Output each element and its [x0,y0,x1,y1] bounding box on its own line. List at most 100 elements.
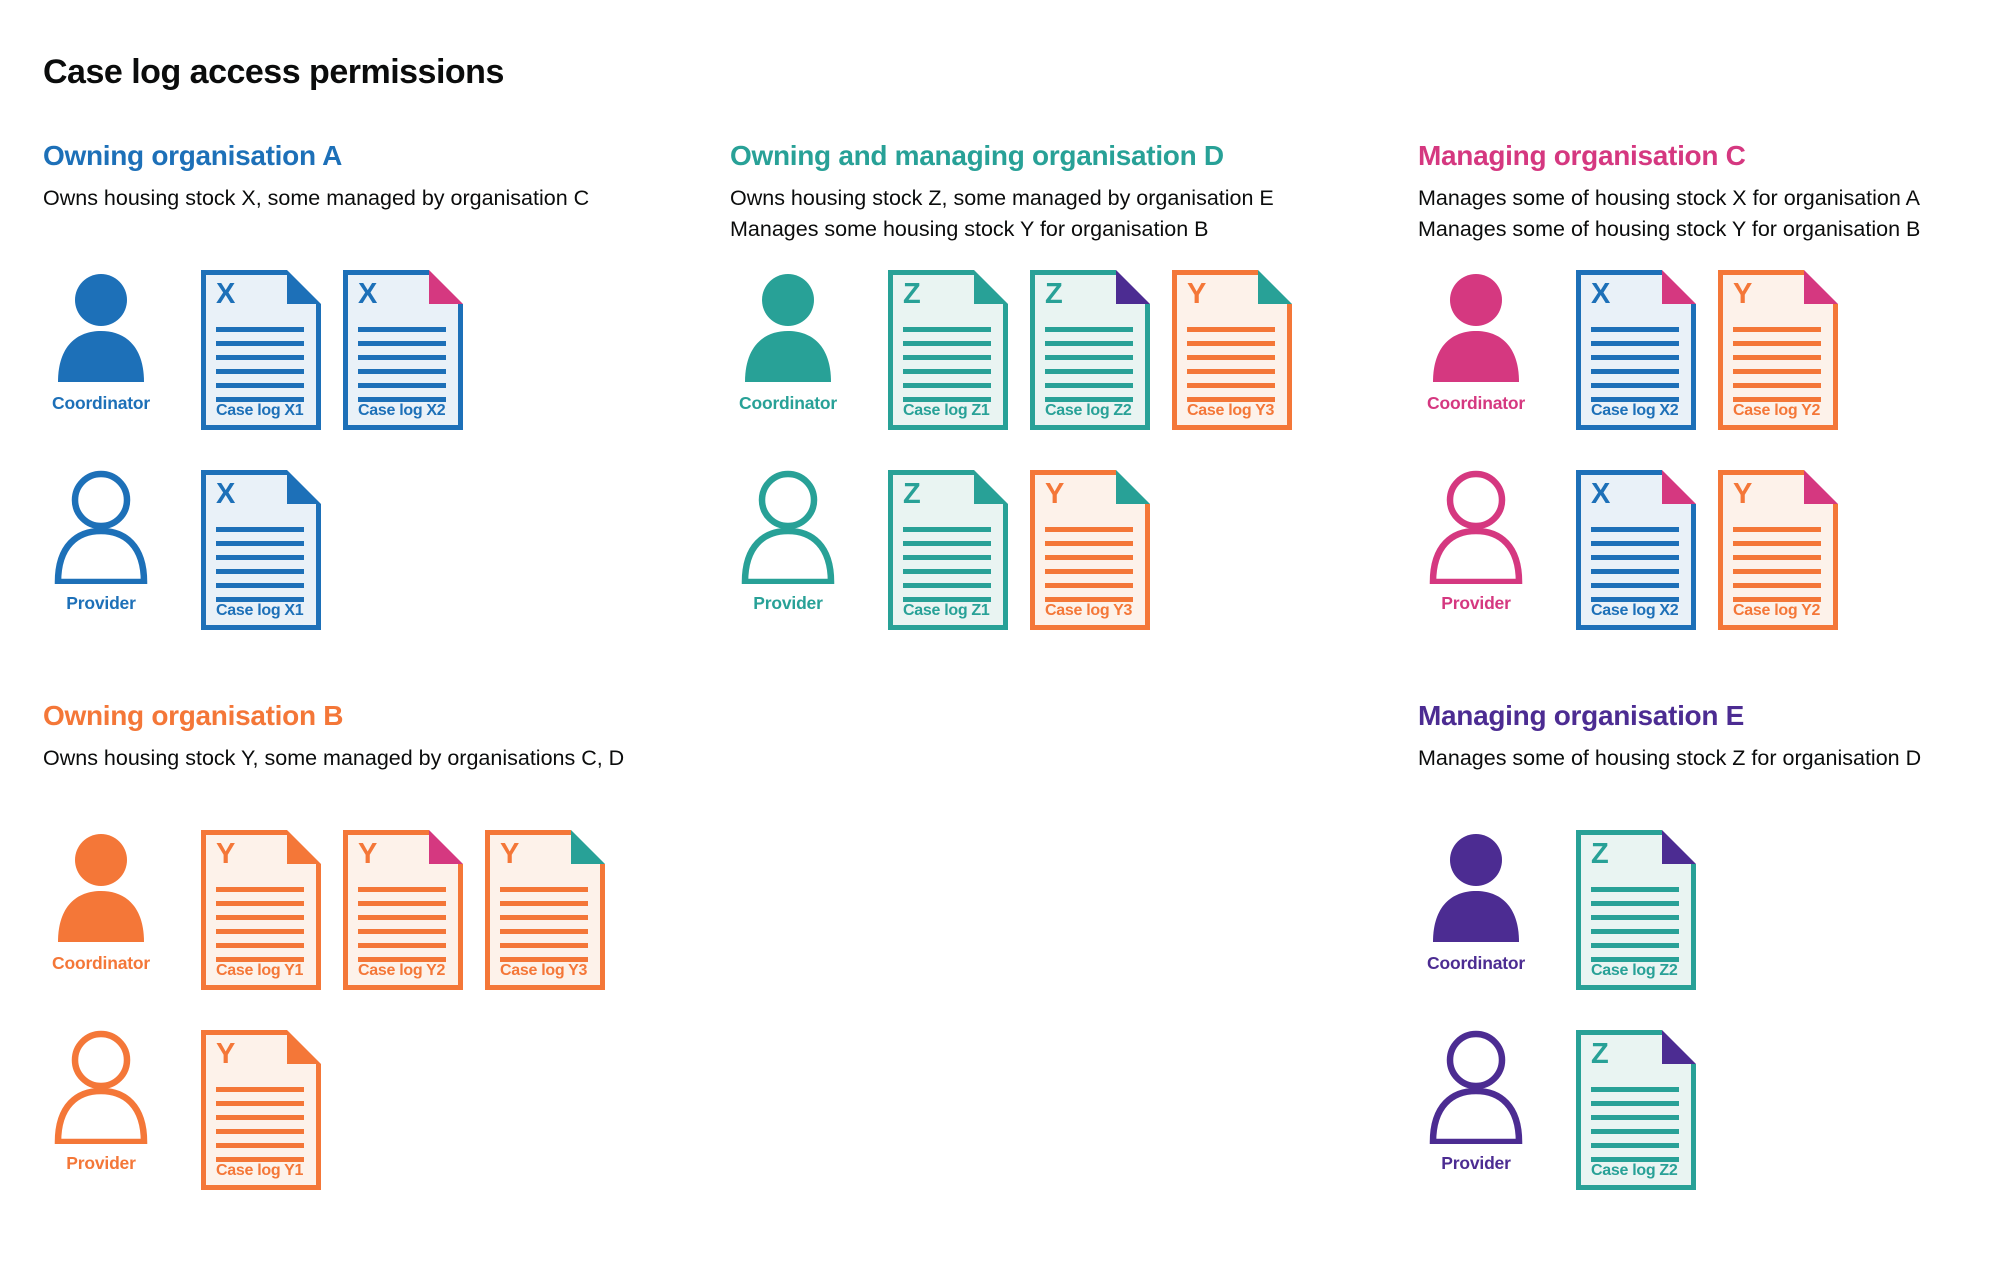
section-owning-organisation-b: Owning organisation B Owns housing stock … [43,700,723,1190]
document-text-line [1187,383,1275,388]
document-text-line [358,957,446,962]
document-text-lines [216,887,304,971]
folded-corner-icon [287,830,321,864]
document-icon [201,270,321,430]
case-log-documents: Y Case log Y1 [201,1030,321,1190]
document-text-line [358,383,446,388]
document-icon [201,1030,321,1190]
folded-corner-icon [571,830,605,864]
document-stock-letter: Z [1591,1038,1609,1070]
document-text-lines [1591,1087,1679,1171]
case-log-document: X Case log X1 [201,470,321,630]
document-stock-letter: Y [216,838,236,870]
document-text-line [216,555,304,560]
folded-corner-icon [1116,270,1150,304]
document-label: Case log X1 [216,602,304,619]
description-line: Manages some housing stock Y for organis… [730,217,1209,241]
document-text-line [358,915,446,920]
section-description: Owns housing stock Z, some managed by or… [730,183,1410,245]
document-text-lines [1733,527,1821,611]
permission-row: Provider Z Case log Z2 [1418,1030,1696,1190]
coordinator-figure: Coordinator [43,830,159,974]
document-text-line [1591,943,1679,948]
case-log-document: Z Case log Z1 [888,470,1008,630]
case-log-document: X Case log X2 [1576,270,1696,430]
folded-corner-icon [1116,470,1150,504]
coordinator-icon [745,274,831,382]
document-text-line [903,555,991,560]
document-text-line [358,901,446,906]
document-text-line [1591,915,1679,920]
folded-corner-icon [287,1030,321,1064]
section-description: Owns housing stock Y, some managed by or… [43,743,723,774]
document-text-line [216,1087,304,1092]
role-label: Coordinator [1427,393,1525,413]
coordinator-icon [58,274,144,382]
document-text-line [1591,355,1679,360]
document-text-line [1187,327,1275,332]
document-text-line [1591,901,1679,906]
document-stock-letter: Y [500,838,520,870]
document-icon [1576,1030,1696,1190]
document-stock-letter: X [1591,278,1611,310]
document-text-line [216,929,304,934]
document-label: Case log Z1 [903,602,990,619]
document-text-line [500,887,588,892]
document-label: Case log Y2 [1733,602,1821,619]
document-text-line [1045,369,1133,374]
permission-rows: Coordinator Z Case log Z1 Z Case log Z2 Y Case… [730,270,1292,630]
document-text-lines [358,327,446,411]
document-text-line [216,1115,304,1120]
folded-corner-icon [429,830,463,864]
document-text-line [500,943,588,948]
description-line: Owns housing stock Y, some managed by or… [43,746,625,770]
document-text-line [216,397,304,402]
document-icon [1576,470,1696,630]
document-label: Case log X2 [1591,402,1679,419]
role-label: Coordinator [1427,953,1525,973]
section-description: Manages some of housing stock Z for orga… [1418,743,2000,774]
document-label: Case log X2 [1591,602,1679,619]
document-text-line [1591,569,1679,574]
document-text-line [1591,1129,1679,1134]
document-text-line [216,383,304,388]
document-text-line [1045,541,1133,546]
document-text-lines [1733,327,1821,411]
document-icon [1576,830,1696,990]
document-text-line [1591,1115,1679,1120]
section-description: Owns housing stock X, some managed by or… [43,183,723,214]
document-text-line [1591,887,1679,892]
permission-row: Coordinator Z Case log Z1 Z Case log Z2 Y Case… [730,270,1292,430]
document-text-line [1591,1087,1679,1092]
document-stock-letter: Y [1045,478,1065,510]
document-text-line [1045,583,1133,588]
document-text-line [903,583,991,588]
case-log-document: Z Case log Z2 [1576,830,1696,990]
role-label: Provider [66,593,136,613]
permission-row: Coordinator X Case log X2 Y Case log Y2 [1418,270,1838,430]
document-label: Case log X1 [216,402,304,419]
case-log-document: Y Case log Y1 [201,1030,321,1190]
document-text-line [1591,597,1679,602]
document-label: Case log Z2 [1591,962,1678,979]
document-text-line [1591,555,1679,560]
document-label: Case log Y3 [1045,602,1133,619]
document-label: Case log X2 [358,402,446,419]
coordinator-figure: Coordinator [43,270,159,414]
case-log-documents: Z Case log Z1 Z Case log Z2 Y Case log Y3 [888,270,1292,430]
document-text-line [358,397,446,402]
folded-corner-icon [429,270,463,304]
document-text-lines [903,327,991,411]
role-label: Provider [1441,1153,1511,1173]
document-label: Case log Y1 [216,1162,304,1179]
description-line: Owns housing stock X, some managed by or… [43,186,590,210]
document-text-line [216,1157,304,1162]
coordinator-icon [1433,834,1519,942]
document-icon [201,830,321,990]
document-stock-letter: Y [1187,278,1207,310]
document-text-line [500,929,588,934]
permission-row: Coordinator Y Case log Y1 Y Case log Y2 Y Case… [43,830,605,990]
document-text-line [903,327,991,332]
document-text-line [500,901,588,906]
